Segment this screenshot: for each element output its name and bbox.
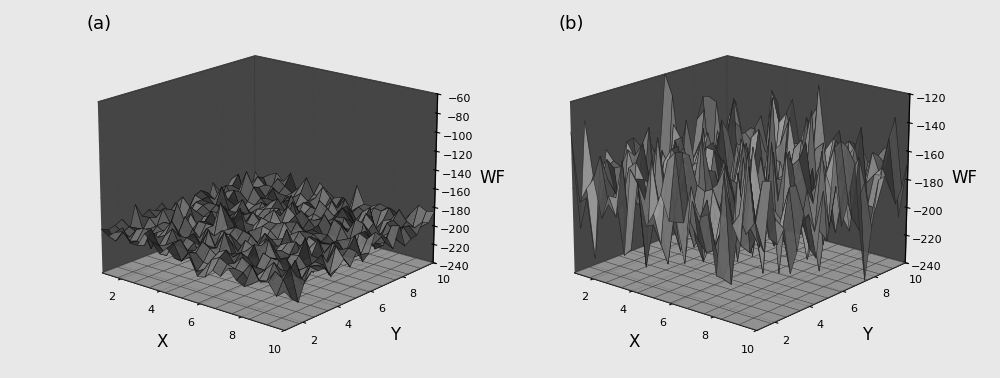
X-axis label: X: X xyxy=(628,333,640,352)
Y-axis label: Y: Y xyxy=(863,325,873,344)
Text: (b): (b) xyxy=(559,15,584,33)
Text: (a): (a) xyxy=(86,15,112,33)
Y-axis label: Y: Y xyxy=(390,325,400,344)
X-axis label: X: X xyxy=(156,333,167,352)
